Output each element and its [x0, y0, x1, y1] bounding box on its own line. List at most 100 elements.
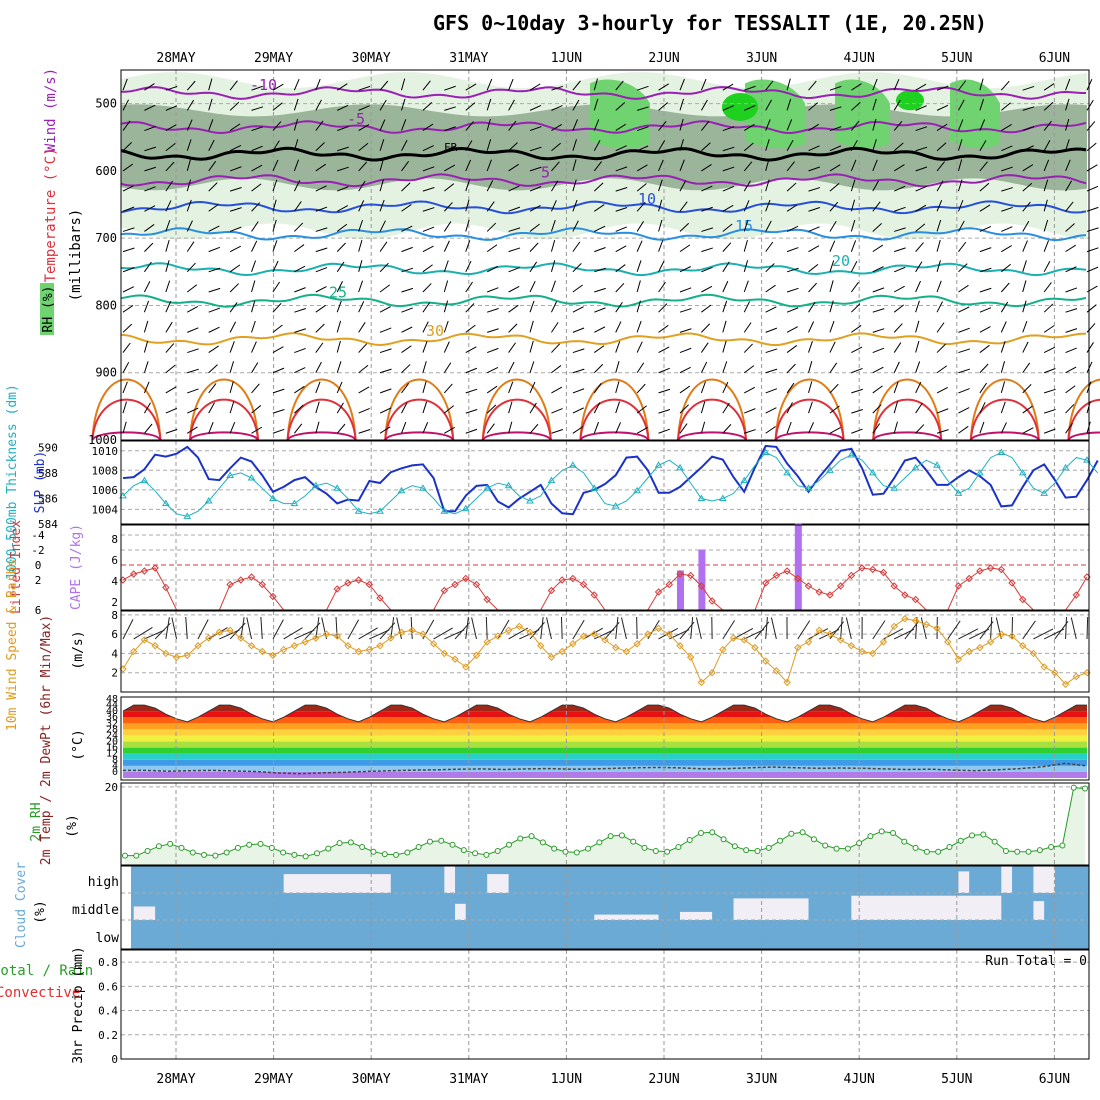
wind-barb — [1070, 617, 1077, 640]
wind-barb — [401, 364, 411, 374]
wind-barb — [465, 617, 469, 640]
wind-barb — [1022, 201, 1031, 212]
thickness-ylabel: 1000-500mb Thickness (dm) — [5, 384, 20, 580]
wind-barb — [219, 629, 240, 640]
wind-barb — [422, 264, 433, 273]
wind-barb — [829, 427, 841, 434]
wind-barb — [336, 205, 349, 212]
precip-tick-label: 0.4 — [98, 1005, 118, 1018]
wind-barb — [379, 99, 387, 111]
wind-barb — [872, 180, 880, 192]
wind-barb — [658, 428, 671, 434]
wind-barb — [165, 239, 170, 252]
wind-barb — [722, 280, 729, 293]
wind-barb — [122, 141, 132, 152]
wind-barb — [293, 423, 303, 434]
wind-barb — [872, 404, 882, 414]
wind-barb — [529, 186, 542, 192]
wind-barb — [486, 180, 494, 192]
wind-barb — [551, 343, 561, 353]
wind-barb — [422, 341, 428, 353]
wind-barb — [293, 180, 301, 192]
wind-barb — [1043, 139, 1051, 151]
diurnal-isotherm — [677, 378, 747, 441]
wind-barb — [1043, 179, 1049, 192]
rh2m-point — [212, 852, 219, 859]
wind-barb — [272, 367, 285, 374]
wind-point — [644, 630, 652, 638]
wind-barb — [551, 142, 562, 152]
wind-barb — [1065, 404, 1075, 414]
wind-barb — [594, 629, 615, 640]
temp-band — [123, 705, 1087, 712]
wind-barb — [722, 340, 727, 353]
wind-barb — [251, 383, 260, 394]
cape-bar — [794, 523, 802, 610]
wind-barb — [187, 388, 199, 394]
wind-point — [783, 678, 791, 687]
thickness-point — [483, 484, 492, 491]
wind-barb — [186, 284, 198, 293]
wind-barb — [979, 326, 991, 333]
wind-barb — [465, 367, 478, 374]
wind-barb — [186, 159, 192, 172]
wind-barb — [851, 346, 863, 353]
wind-barb — [722, 185, 735, 192]
wind-barb — [701, 227, 714, 232]
wind-barb — [335, 616, 338, 639]
wind-barb — [722, 242, 732, 252]
wind-barb — [229, 283, 239, 293]
wind-barb — [508, 361, 515, 373]
wind-point — [419, 630, 427, 638]
wind-barb — [336, 83, 348, 91]
rh2m-point — [844, 845, 851, 852]
upper-ylabel-rh: RH (%) — [41, 286, 56, 333]
wind-barb — [251, 240, 258, 252]
temp-yunits: (°C) — [71, 729, 86, 760]
wind-barb — [229, 145, 242, 152]
wind-barb — [765, 99, 772, 111]
wind-point — [301, 638, 309, 646]
diurnal-isotherm — [91, 431, 162, 441]
li-point — [654, 588, 663, 596]
wind-barb — [379, 159, 384, 172]
wind-barb — [593, 119, 600, 131]
cape-tick-label: 6 — [111, 554, 118, 567]
wind-barb — [551, 180, 559, 192]
wind-barb — [845, 617, 852, 640]
wind-barb — [1086, 342, 1094, 353]
rh2m-point — [957, 837, 964, 844]
wind-barb — [572, 220, 579, 232]
wind-barb — [187, 426, 198, 434]
wind-barb — [872, 347, 885, 354]
rh2m-point — [664, 848, 671, 855]
wind-barb — [144, 629, 165, 640]
wind-barb — [679, 139, 684, 151]
temp-tick-label: 12 — [106, 749, 118, 760]
wind-barb — [1000, 263, 1011, 273]
wind-barb — [679, 404, 689, 414]
wind-point — [986, 638, 995, 646]
wind-barb — [572, 199, 578, 212]
wind-barb — [336, 242, 346, 252]
wind-barb — [551, 123, 563, 131]
wind-barb — [786, 363, 796, 374]
li-point — [783, 567, 791, 575]
cloud-row-label: middle — [72, 903, 119, 918]
wind-barb — [700, 99, 708, 111]
rh2m-point — [743, 847, 750, 854]
slp-tick-label: 1008 — [92, 464, 119, 477]
wind-barb — [422, 361, 427, 373]
wind-barb — [336, 423, 346, 434]
li-frame — [120, 524, 1090, 611]
rh2m-point — [167, 840, 174, 847]
wind-barb — [1001, 245, 1012, 253]
wind-barb — [572, 407, 584, 414]
li-point — [237, 576, 245, 584]
thickness-point — [718, 494, 727, 501]
wind-barb — [947, 620, 961, 640]
li-point — [708, 597, 716, 605]
wind-barb — [808, 361, 813, 373]
wind-barb — [401, 326, 413, 333]
li-grid — [121, 525, 1089, 610]
